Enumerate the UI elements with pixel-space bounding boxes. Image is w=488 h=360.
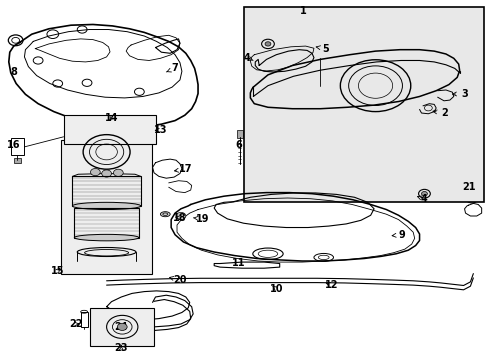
- Bar: [244, 7, 483, 202]
- Bar: [81, 312, 87, 327]
- Text: 19: 19: [193, 214, 209, 224]
- Text: 2: 2: [432, 108, 447, 118]
- Bar: [131, 126, 140, 131]
- Ellipse shape: [74, 234, 139, 241]
- Bar: [14, 158, 20, 163]
- Text: 20: 20: [169, 275, 186, 285]
- Text: 6: 6: [235, 140, 242, 150]
- Ellipse shape: [72, 202, 141, 210]
- Bar: [11, 138, 24, 155]
- Text: 12: 12: [324, 280, 338, 290]
- Circle shape: [90, 168, 100, 176]
- Circle shape: [176, 212, 185, 220]
- Bar: [236, 130, 242, 138]
- Circle shape: [102, 170, 111, 177]
- Text: 7: 7: [166, 63, 178, 73]
- Circle shape: [117, 323, 127, 330]
- Text: 8: 8: [10, 67, 17, 77]
- Text: 11: 11: [231, 258, 245, 268]
- Text: 3: 3: [452, 89, 467, 99]
- Text: 1: 1: [299, 6, 306, 16]
- Ellipse shape: [160, 212, 170, 217]
- Text: 14: 14: [104, 113, 118, 123]
- Bar: [61, 140, 151, 274]
- Circle shape: [264, 42, 270, 46]
- Text: 10: 10: [269, 284, 283, 294]
- Text: 4: 4: [417, 194, 427, 204]
- Bar: [74, 208, 139, 238]
- Text: 15: 15: [51, 266, 64, 276]
- Text: 9: 9: [391, 230, 405, 240]
- Text: 5: 5: [315, 44, 328, 54]
- Bar: [72, 176, 141, 206]
- Text: 4: 4: [243, 53, 253, 63]
- Text: 17: 17: [174, 164, 192, 174]
- Circle shape: [113, 169, 123, 176]
- Circle shape: [421, 192, 427, 196]
- Text: 13: 13: [153, 125, 167, 135]
- Bar: [90, 308, 154, 346]
- Text: 23: 23: [114, 343, 128, 354]
- Text: 16: 16: [7, 140, 20, 150]
- Text: 22: 22: [69, 319, 82, 329]
- Text: 21: 21: [462, 182, 475, 192]
- Text: 18: 18: [173, 213, 186, 223]
- Bar: [63, 115, 156, 144]
- Text: 24: 24: [114, 322, 128, 332]
